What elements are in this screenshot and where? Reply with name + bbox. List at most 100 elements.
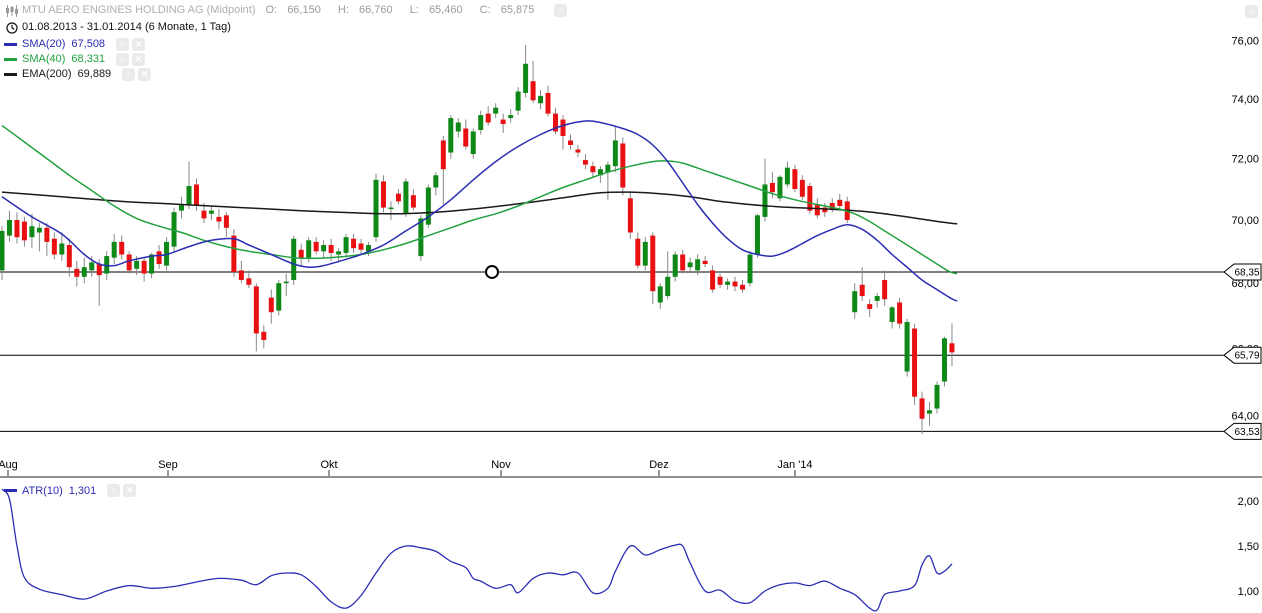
sma20-label: SMA(20) bbox=[22, 38, 66, 50]
candlestick-icon bbox=[4, 4, 19, 17]
candle-body bbox=[927, 410, 933, 414]
candle-body bbox=[717, 276, 723, 285]
clock-icon bbox=[4, 21, 19, 34]
candle-body bbox=[141, 260, 147, 274]
candle-body bbox=[253, 286, 259, 334]
candle-body bbox=[306, 240, 312, 258]
candle-body bbox=[216, 216, 222, 222]
candle-body bbox=[687, 262, 693, 268]
sma40-color-swatch bbox=[4, 58, 17, 61]
ema200-value: 69,889 bbox=[77, 68, 112, 80]
candle-body bbox=[351, 238, 357, 249]
ema200-line bbox=[1, 191, 958, 225]
candle-body bbox=[89, 262, 95, 271]
high-value: 66,760 bbox=[358, 4, 393, 16]
chart-legend: MTU AERO ENGINES HOLDING AG (Midpoint) O… bbox=[4, 3, 568, 82]
indicator-row-sma20: SMA(20) 67,508 ○ ✕ bbox=[4, 37, 567, 52]
date-range-label: 01.08.2013 - 31.01.2014 (6 Monate, 1 Tag… bbox=[22, 21, 231, 33]
sma40-settings-button[interactable]: ○ bbox=[116, 53, 130, 66]
candle-body bbox=[769, 182, 775, 193]
level-drag-handle[interactable] bbox=[485, 264, 499, 279]
indicator-row-atr: ATR(10) 1,301 ○ ✕ bbox=[4, 483, 137, 498]
instrument-title: MTU AERO ENGINES HOLDING AG (Midpoint) bbox=[22, 4, 256, 16]
candle-body bbox=[515, 91, 521, 111]
date-range-row: 01.08.2013 - 31.01.2014 (6 Monate, 1 Tag… bbox=[4, 20, 567, 35]
candle-body bbox=[66, 245, 72, 268]
candle-body bbox=[553, 113, 559, 132]
candle-body bbox=[403, 181, 409, 214]
candle-body bbox=[223, 215, 229, 228]
candle-body bbox=[410, 195, 416, 208]
candle-body bbox=[523, 63, 529, 93]
sma40-remove-button[interactable]: ✕ bbox=[132, 53, 146, 66]
sma40-label: SMA(40) bbox=[22, 53, 66, 65]
sma20-settings-button[interactable]: ○ bbox=[116, 38, 130, 51]
price-axis-tick-label: 70,00 bbox=[1231, 215, 1259, 227]
ema200-remove-button[interactable]: ✕ bbox=[138, 68, 152, 81]
sma20-value: 67,508 bbox=[71, 38, 106, 50]
atr-remove-button[interactable]: ✕ bbox=[123, 484, 137, 497]
low-value: 65,460 bbox=[428, 4, 463, 16]
candle-body bbox=[852, 291, 858, 313]
candle-body bbox=[380, 181, 386, 208]
candle-body bbox=[6, 219, 12, 236]
candle-body bbox=[179, 204, 185, 211]
candle-body bbox=[941, 338, 947, 382]
candle-body bbox=[433, 175, 439, 188]
candle-body bbox=[36, 227, 42, 233]
candle-body bbox=[949, 343, 955, 353]
candle-body bbox=[695, 259, 701, 271]
candle-body bbox=[792, 169, 798, 190]
atr-axis-tick-label: 2,00 bbox=[1238, 496, 1259, 508]
candle-body bbox=[912, 328, 918, 397]
candle-body bbox=[590, 166, 596, 173]
candle-body bbox=[777, 176, 783, 199]
candle-body bbox=[754, 215, 760, 255]
candle-body bbox=[889, 307, 895, 322]
ohlc-readout: O: 66,150 H: 66,760 L: 65,460 C: 65,875 bbox=[265, 4, 535, 16]
candle-body bbox=[829, 202, 835, 210]
candle-body bbox=[238, 270, 244, 280]
atr-settings-button[interactable]: ○ bbox=[107, 484, 121, 497]
svg-text:63,53: 63,53 bbox=[1234, 427, 1259, 438]
ema200-settings-button[interactable]: ○ bbox=[122, 68, 136, 81]
price-axis-tick-label: 74,00 bbox=[1231, 94, 1259, 106]
candle-body bbox=[612, 140, 618, 167]
price-axis-tick-label: 72,00 bbox=[1231, 154, 1259, 166]
candle-body bbox=[897, 302, 903, 324]
candle-body bbox=[276, 283, 282, 311]
chart-settings-button[interactable]: ○ bbox=[1245, 5, 1258, 18]
atr-label: ATR(10) bbox=[22, 484, 63, 497]
ema200-label: EMA(200) bbox=[22, 68, 72, 80]
candle-body bbox=[597, 169, 603, 176]
price-tag: 65,79 bbox=[1223, 346, 1262, 364]
candle-body bbox=[96, 264, 102, 276]
sma20-color-swatch bbox=[4, 43, 17, 46]
sma20-remove-button[interactable]: ✕ bbox=[132, 38, 146, 51]
candle-body bbox=[635, 238, 641, 266]
candle-body bbox=[14, 219, 20, 238]
candle-body bbox=[298, 249, 304, 258]
price-tag: 63,53 bbox=[1223, 422, 1262, 440]
atr-indicator-legend: ATR(10) 1,301 ○ ✕ bbox=[4, 483, 137, 498]
price-tag: 68,35 bbox=[1223, 263, 1262, 281]
candle-body bbox=[500, 119, 506, 125]
price-axis-tick-label: 68,00 bbox=[1231, 278, 1259, 290]
candle-body bbox=[104, 256, 110, 274]
candle-body bbox=[425, 187, 431, 225]
sma40-line bbox=[1, 124, 958, 275]
candle-body bbox=[149, 254, 155, 274]
candle-body bbox=[725, 281, 731, 285]
candle-body bbox=[208, 210, 214, 214]
instrument-settings-button[interactable]: ○ bbox=[554, 4, 568, 17]
atr-line bbox=[1, 488, 953, 612]
month-axis-label: Sep bbox=[158, 459, 178, 471]
candle-body bbox=[672, 254, 678, 277]
candle-body bbox=[74, 268, 80, 277]
candle-body bbox=[740, 284, 746, 290]
candle-body bbox=[508, 115, 514, 119]
candle-body bbox=[321, 245, 327, 252]
candle-body bbox=[934, 384, 940, 409]
close-value: 65,875 bbox=[500, 4, 535, 16]
